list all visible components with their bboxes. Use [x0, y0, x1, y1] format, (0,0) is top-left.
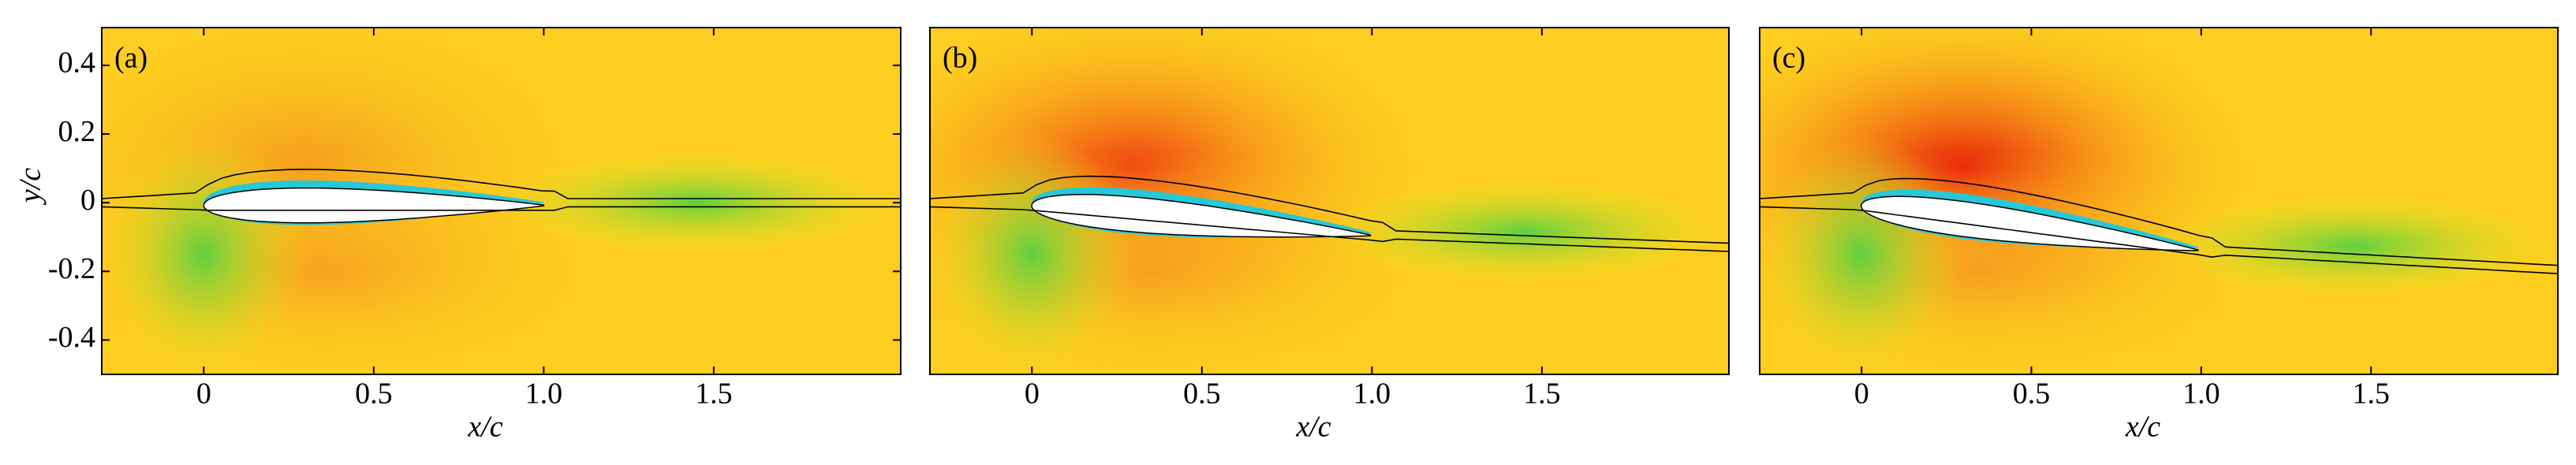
- x-tick-label: 1.5: [2352, 378, 2390, 411]
- streamline: [930, 206, 1729, 252]
- y-tick-label: 0.2: [58, 115, 96, 148]
- x-axis-label: x/c: [1295, 411, 1331, 444]
- x-tick-label: 1.5: [1523, 378, 1561, 411]
- airfoil: [1860, 195, 2199, 251]
- field: [930, 28, 1729, 374]
- wake: [2150, 194, 2558, 298]
- plot-frame: [1759, 27, 2559, 375]
- x-tick-label: 0: [1854, 378, 1869, 411]
- y-tick-label: -0.4: [48, 321, 95, 354]
- wake: [492, 151, 901, 255]
- streamline: [102, 206, 901, 211]
- x-axis-label: x/c: [467, 411, 502, 444]
- x-tick-label: 0.5: [355, 378, 393, 411]
- x-tick-label: 1.0: [2182, 378, 2220, 411]
- x-tick-label: 1.0: [525, 378, 563, 411]
- panel-label: (b): [943, 42, 977, 75]
- x-tick-label: 0: [1025, 378, 1040, 411]
- streamline: [1760, 206, 2558, 274]
- x-tick-label: 0.5: [1183, 378, 1221, 411]
- streamline: [1760, 177, 2558, 266]
- panel-label: (a): [114, 42, 147, 75]
- y-tick-label: -0.2: [48, 252, 95, 285]
- airfoil: [203, 187, 545, 224]
- streamline: [930, 175, 1729, 244]
- field: [1760, 28, 2558, 374]
- plot-frame: [101, 27, 902, 375]
- airfoil: [1031, 194, 1372, 238]
- y-tick-label: 0: [80, 184, 95, 217]
- x-tick-label: 0.5: [2013, 378, 2051, 411]
- stagnation: [1760, 134, 1964, 374]
- x-tick-label: 0: [196, 378, 211, 411]
- field: [102, 28, 901, 374]
- x-axis-label: x/c: [2125, 411, 2160, 444]
- streamline: [102, 169, 901, 199]
- stagnation: [930, 134, 1134, 374]
- panel-label: (c): [1772, 42, 1805, 75]
- y-tick-label: 0.4: [58, 46, 96, 80]
- x-tick-label: 1.5: [695, 378, 733, 411]
- y-axis-label: y/c: [14, 168, 47, 206]
- plot-frame: [929, 27, 1730, 375]
- x-tick-label: 1.0: [1353, 378, 1391, 411]
- wake: [1320, 180, 1729, 283]
